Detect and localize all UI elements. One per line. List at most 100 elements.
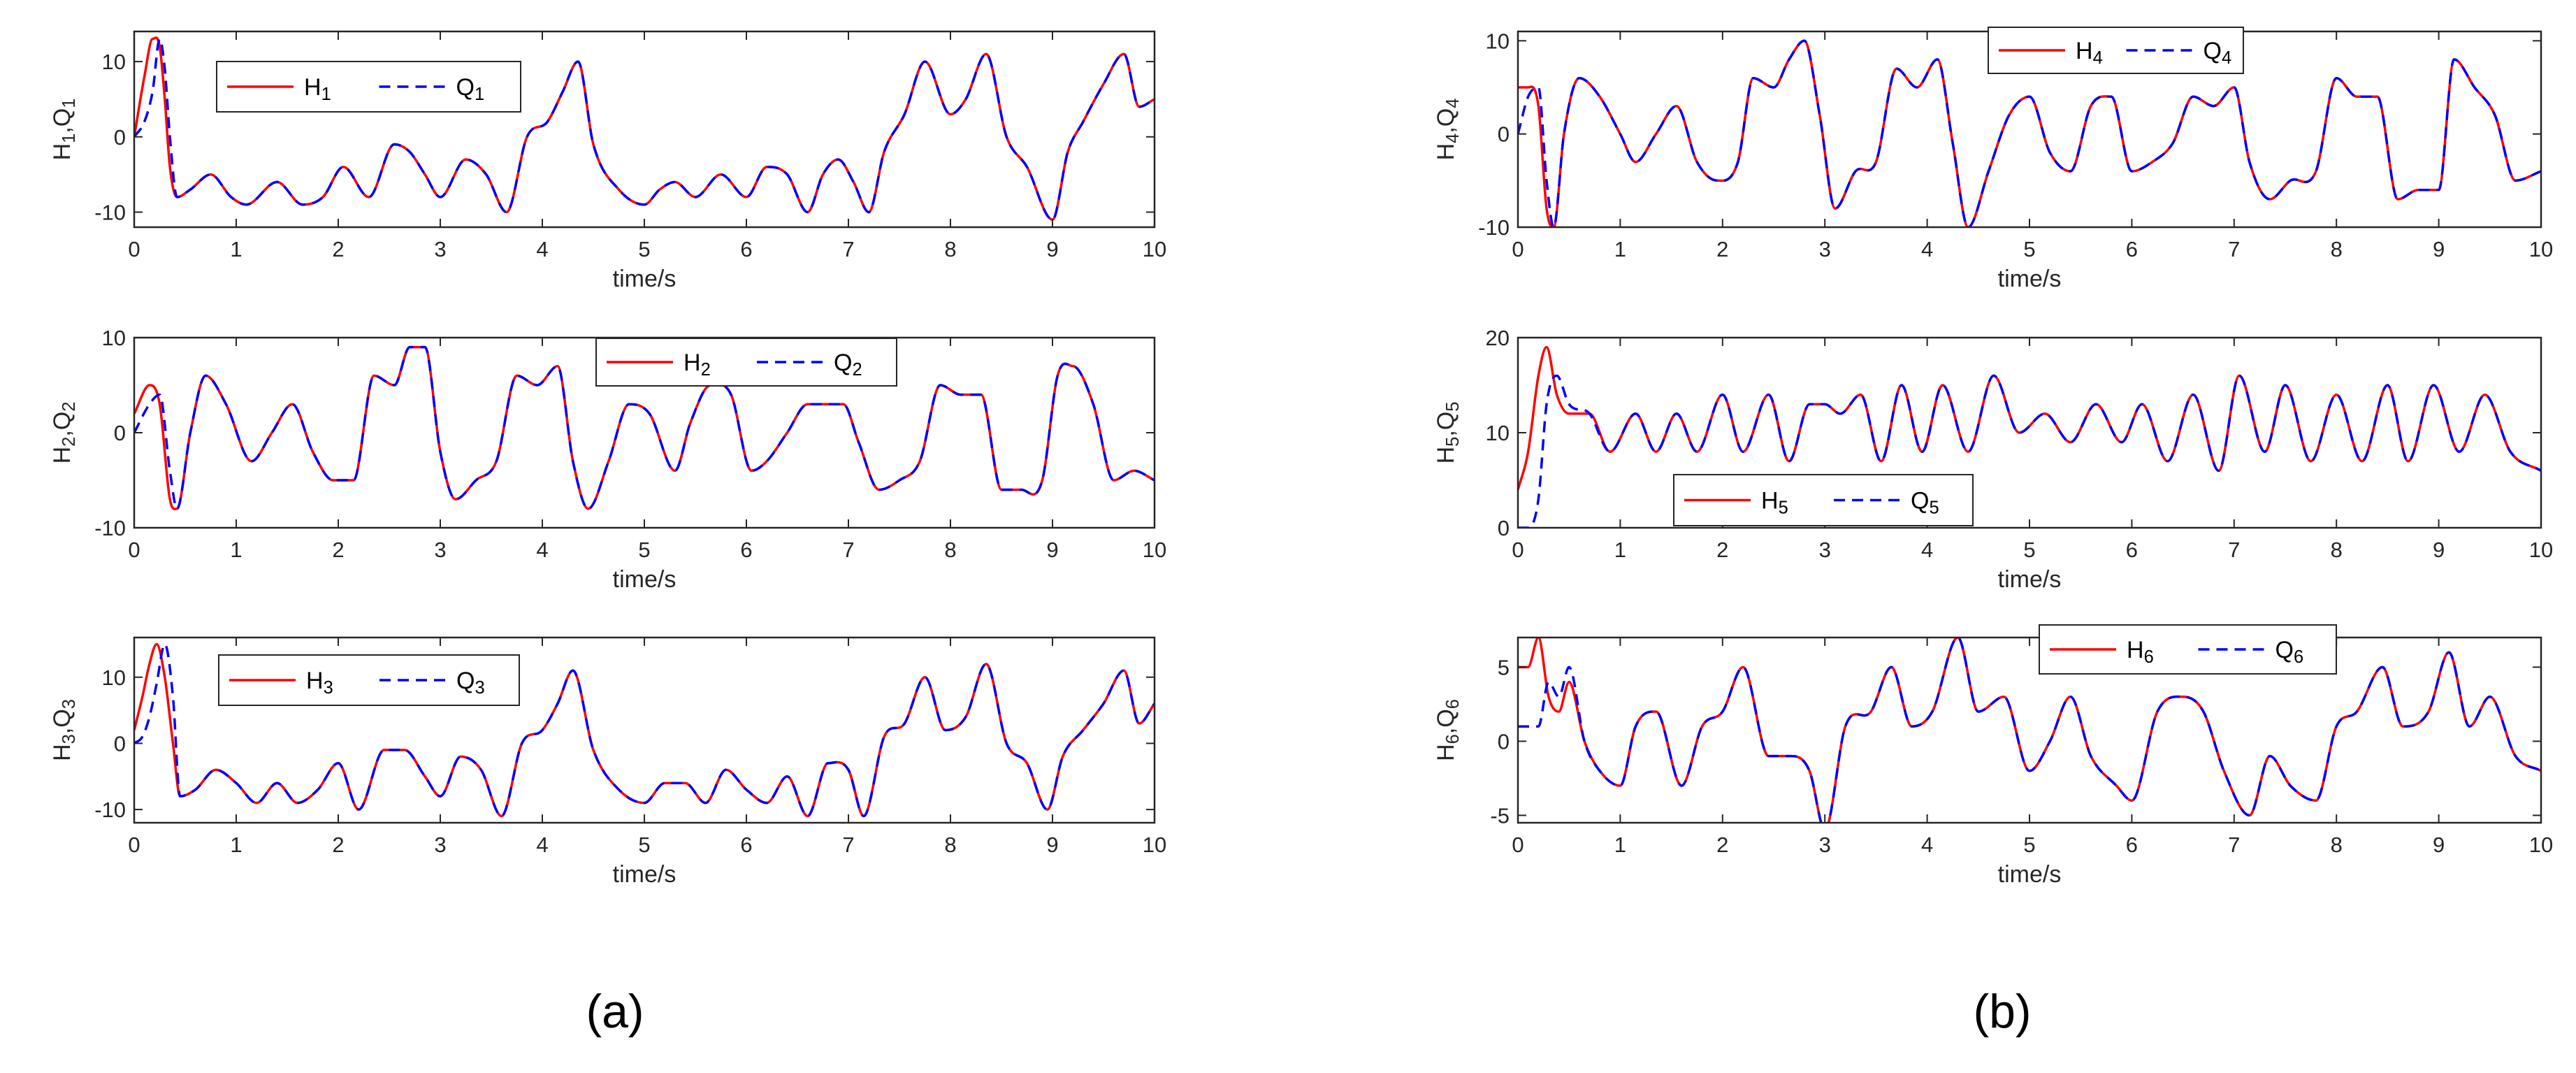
- x-tick-label: 4: [1921, 538, 1933, 562]
- y-tick-label: 10: [1486, 29, 1510, 53]
- x-tick-label: 3: [434, 538, 446, 562]
- y-tick-label: 0: [1498, 122, 1510, 147]
- x-tick-label: 9: [2433, 237, 2445, 261]
- x-tick-label: 1: [230, 833, 242, 857]
- x-tick-label: 0: [1512, 538, 1524, 562]
- y-tick-label: 0: [114, 125, 126, 150]
- x-tick-label: 8: [2331, 538, 2343, 562]
- panel-label-b: (b): [1973, 985, 2031, 1038]
- x-tick-label: 8: [944, 538, 956, 562]
- x-tick-label: 8: [944, 833, 956, 857]
- y-axis-label-group: H4,Q4: [1433, 99, 1463, 161]
- x-axis-label: time/s: [613, 566, 676, 593]
- series-line-h6: [1518, 638, 2541, 823]
- x-tick-label: 10: [2529, 833, 2553, 857]
- legend-label-h4: H4: [2076, 38, 2103, 68]
- axes-box: [1517, 336, 2542, 529]
- x-tick-label: 10: [1143, 833, 1166, 857]
- x-tick-label: 7: [842, 538, 854, 562]
- panel-label-a: (a): [586, 985, 644, 1038]
- x-tick-label: 5: [2023, 237, 2035, 261]
- y-tick-label: -10: [1478, 215, 1510, 240]
- series-line-q6: [1518, 638, 2541, 823]
- y-axis-label: H6,Q6: [1433, 699, 1463, 761]
- x-tick-label: 3: [434, 237, 446, 261]
- x-tick-label: 7: [2228, 833, 2240, 857]
- legend-label-h3: H3: [306, 668, 333, 698]
- y-tick-label: 10: [102, 326, 126, 350]
- legend: H3 Q3: [218, 654, 520, 706]
- y-axis-label-group: H1,Q1: [49, 99, 79, 161]
- x-axis-label: time/s: [613, 861, 676, 888]
- legend: H5 Q5: [1673, 474, 1974, 526]
- y-tick-label: 0: [1498, 729, 1510, 754]
- x-tick-label: 10: [2529, 237, 2553, 261]
- x-tick-label: 8: [944, 237, 956, 261]
- y-tick-label: 0: [1498, 516, 1510, 540]
- legend-label-q5: Q5: [1911, 488, 1939, 518]
- legend: H2 Q2: [595, 338, 897, 387]
- y-axis-label: H5,Q5: [1433, 402, 1463, 464]
- x-tick-label: 9: [1046, 237, 1058, 261]
- legend: H1 Q1: [216, 61, 521, 113]
- x-tick-label: 0: [128, 237, 140, 261]
- x-tick-label: 5: [638, 237, 650, 261]
- x-axis-label: time/s: [1998, 566, 2062, 593]
- y-tick-label: -5: [1490, 803, 1510, 828]
- y-tick-label: 0: [114, 421, 126, 445]
- x-tick-label: 9: [1046, 538, 1058, 562]
- x-tick-label: 8: [2331, 237, 2343, 261]
- x-tick-label: 3: [1819, 237, 1831, 261]
- legend-label-q1: Q1: [456, 74, 485, 104]
- x-tick-label: 10: [1143, 538, 1166, 562]
- x-tick-label: 9: [2433, 538, 2445, 562]
- x-tick-label: 9: [2433, 833, 2445, 857]
- y-axis-label: H1,Q1: [49, 99, 79, 161]
- y-tick-label: 0: [114, 731, 126, 756]
- x-tick-label: 2: [1716, 538, 1728, 562]
- x-tick-label: 5: [638, 538, 650, 562]
- x-tick-label: 6: [2126, 833, 2138, 857]
- x-tick-label: 6: [2126, 538, 2138, 562]
- x-tick-label: 4: [536, 237, 548, 261]
- x-tick-label: 3: [1819, 538, 1831, 562]
- x-axis-label: time/s: [1998, 266, 2062, 292]
- y-axis-label-group: H3,Q3: [49, 699, 79, 761]
- y-axis-label-group: H5,Q5: [1433, 402, 1463, 464]
- y-tick-label: 20: [1486, 326, 1510, 350]
- x-tick-label: 4: [536, 538, 548, 562]
- x-tick-label: 6: [740, 833, 752, 857]
- x-tick-label: 3: [1819, 833, 1831, 857]
- x-tick-label: 8: [2331, 833, 2343, 857]
- x-tick-label: 1: [1614, 833, 1626, 857]
- x-axis-label: time/s: [1998, 861, 2062, 888]
- x-tick-label: 2: [1716, 833, 1728, 857]
- x-tick-label: 1: [230, 237, 242, 261]
- legend-label-h5: H5: [1761, 488, 1788, 518]
- x-tick-label: 0: [128, 538, 140, 562]
- y-axis-label: H2,Q2: [49, 402, 79, 464]
- x-tick-label: 4: [536, 833, 548, 857]
- x-tick-label: 7: [2228, 538, 2240, 562]
- legend: H4 Q4: [1988, 27, 2244, 74]
- y-tick-label: -10: [94, 200, 126, 224]
- y-tick-label: 10: [102, 50, 126, 74]
- series-line-h1: [134, 36, 1155, 221]
- x-tick-label: 1: [1614, 538, 1626, 562]
- x-tick-label: 6: [740, 237, 752, 261]
- legend-label-q2: Q2: [834, 350, 862, 380]
- y-axis-label: H3,Q3: [49, 699, 79, 761]
- x-tick-label: 2: [332, 237, 344, 261]
- legend-label-h2: H2: [683, 350, 711, 380]
- x-tick-label: 4: [1921, 237, 1933, 261]
- legend: H6 Q6: [2039, 624, 2337, 675]
- series-line-q4: [1518, 39, 2541, 227]
- series-line-h5: [1518, 345, 2541, 491]
- x-tick-label: 5: [2023, 833, 2035, 857]
- x-tick-label: 4: [1921, 833, 1933, 857]
